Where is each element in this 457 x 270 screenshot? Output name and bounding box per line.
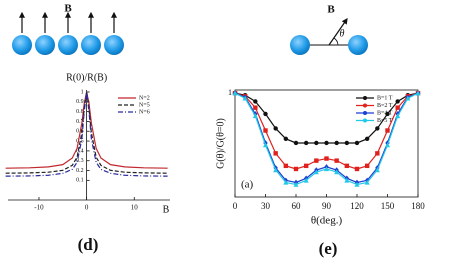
marker xyxy=(253,99,258,104)
marker xyxy=(314,158,319,163)
marker xyxy=(313,169,319,175)
series-line xyxy=(5,91,168,177)
y-tick-label: 0.3 xyxy=(76,158,84,164)
marker xyxy=(283,179,289,185)
x-tick-label: 0 xyxy=(233,201,238,211)
x-tick-label: 180 xyxy=(411,201,425,211)
legend-label: N=5 xyxy=(139,102,150,108)
legend: N=2N=5N=6 xyxy=(118,95,150,115)
legend-label: B=4 T xyxy=(377,110,393,116)
marker xyxy=(344,140,350,146)
angle-label: θ xyxy=(340,28,345,39)
legend-label: N=6 xyxy=(139,109,150,115)
panel-label: (d) xyxy=(78,235,99,254)
marker xyxy=(324,156,329,161)
y-tick-label: 0.1 xyxy=(76,178,84,184)
marker xyxy=(334,169,340,175)
spin-chain-diagram: B xyxy=(12,3,124,55)
x-tick-label: 120 xyxy=(350,201,364,211)
marker xyxy=(283,163,289,169)
marker xyxy=(405,95,411,101)
marker xyxy=(324,140,329,146)
y-tick-label: 0.7 xyxy=(76,119,84,125)
marker xyxy=(375,126,380,131)
marker xyxy=(395,105,400,110)
marker xyxy=(314,140,319,146)
marker xyxy=(242,95,248,101)
legend-label: B=1 T xyxy=(377,95,393,101)
marker xyxy=(395,99,400,104)
legend-marker xyxy=(363,111,367,115)
y-axis-label: G(θ)/G(θ=0) xyxy=(215,118,226,169)
series-line xyxy=(5,91,168,174)
y-tick-label: 0.9 xyxy=(76,99,84,105)
marker xyxy=(375,151,380,156)
y-axis-label: R(0)/R(B) xyxy=(66,72,107,83)
marker xyxy=(263,111,268,117)
marker xyxy=(385,142,390,148)
field-label: B xyxy=(327,4,335,16)
x-tick-label: 0 xyxy=(85,204,89,212)
y-tick-label: 0.2 xyxy=(76,168,84,174)
marker xyxy=(415,90,421,96)
marker xyxy=(293,166,299,172)
marker xyxy=(334,158,339,163)
legend-label: B=5 T xyxy=(377,118,393,124)
marker xyxy=(252,113,258,119)
x-tick-label: 10 xyxy=(131,204,139,212)
marker xyxy=(253,105,258,110)
marker xyxy=(374,167,380,173)
marker xyxy=(293,181,299,187)
panel-label: (e) xyxy=(319,239,338,258)
marker xyxy=(283,136,289,142)
marker xyxy=(273,167,279,173)
y-tick-label: 1 xyxy=(228,88,232,97)
marker xyxy=(354,140,360,146)
x-axis-label: θ(deg.) xyxy=(311,215,343,227)
x-tick-label: 30 xyxy=(261,201,271,211)
marker xyxy=(364,179,370,185)
marker xyxy=(385,128,390,133)
annotation: (a) xyxy=(241,179,254,191)
dimer-diagram: B θ xyxy=(290,4,368,55)
marker xyxy=(324,166,329,172)
x-tick-label: 150 xyxy=(381,201,395,211)
marker xyxy=(263,142,268,148)
legend-marker xyxy=(363,96,367,100)
legend-marker xyxy=(363,103,367,108)
marker xyxy=(354,181,360,187)
y-tick-label: 1 xyxy=(81,89,84,95)
marker xyxy=(364,136,370,142)
x-tick-label: 90 xyxy=(322,201,332,211)
marker xyxy=(354,166,360,172)
marker xyxy=(273,126,278,131)
x-tick-label: 60 xyxy=(292,201,302,211)
marker xyxy=(344,163,350,169)
marker xyxy=(263,128,268,133)
x-axis-label: B xyxy=(163,204,170,215)
marker xyxy=(293,140,299,146)
legend: B=1 T B=2 TB=4 T B=5 T xyxy=(356,95,393,124)
legend-marker xyxy=(363,118,367,123)
marker xyxy=(232,90,238,96)
marker xyxy=(334,140,339,146)
marker xyxy=(364,163,370,169)
marker xyxy=(273,151,278,156)
marker xyxy=(303,140,309,146)
marker xyxy=(395,113,401,119)
marker xyxy=(344,177,350,183)
y-tick-label: 0.8 xyxy=(76,109,84,115)
field-label: B xyxy=(64,3,72,15)
marker xyxy=(385,111,390,117)
legend-label: B=2 T xyxy=(377,103,393,109)
marker xyxy=(303,163,309,169)
marker xyxy=(303,177,309,183)
x-tick-label: -10 xyxy=(34,204,44,212)
legend-label: N=2 xyxy=(139,95,150,101)
